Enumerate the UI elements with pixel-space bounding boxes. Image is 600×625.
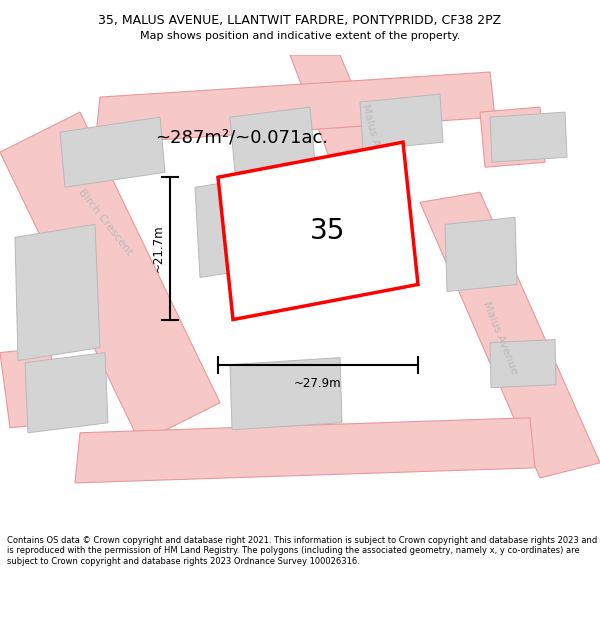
Polygon shape <box>420 192 600 478</box>
Text: ~21.7m: ~21.7m <box>152 224 165 272</box>
Polygon shape <box>95 72 495 144</box>
Polygon shape <box>230 107 315 172</box>
Polygon shape <box>325 194 408 294</box>
Polygon shape <box>0 348 60 428</box>
Text: Malus Avenue: Malus Avenue <box>481 300 519 376</box>
Polygon shape <box>25 352 108 432</box>
Text: 35, MALUS AVENUE, LLANTWIT FARDRE, PONTYPRIDD, CF38 2PZ: 35, MALUS AVENUE, LLANTWIT FARDRE, PONTY… <box>98 14 502 27</box>
Text: 35: 35 <box>310 217 346 245</box>
Polygon shape <box>480 107 545 168</box>
Text: ~287m²/~0.071ac.: ~287m²/~0.071ac. <box>155 128 328 146</box>
Text: Contains OS data © Crown copyright and database right 2021. This information is : Contains OS data © Crown copyright and d… <box>7 536 598 566</box>
Text: Birch Crescent: Birch Crescent <box>76 188 134 258</box>
Polygon shape <box>60 117 165 188</box>
Polygon shape <box>490 112 567 162</box>
Polygon shape <box>218 142 418 319</box>
Polygon shape <box>75 418 535 483</box>
Polygon shape <box>0 112 220 442</box>
Polygon shape <box>15 224 100 361</box>
Text: Malus Avenue: Malus Avenue <box>360 103 390 181</box>
Polygon shape <box>290 55 410 238</box>
Text: Map shows position and indicative extent of the property.: Map shows position and indicative extent… <box>140 31 460 41</box>
Polygon shape <box>230 357 342 430</box>
Polygon shape <box>490 339 556 388</box>
Polygon shape <box>360 94 443 150</box>
Text: ~27.9m: ~27.9m <box>294 377 342 389</box>
Polygon shape <box>195 174 282 278</box>
Polygon shape <box>445 217 517 291</box>
